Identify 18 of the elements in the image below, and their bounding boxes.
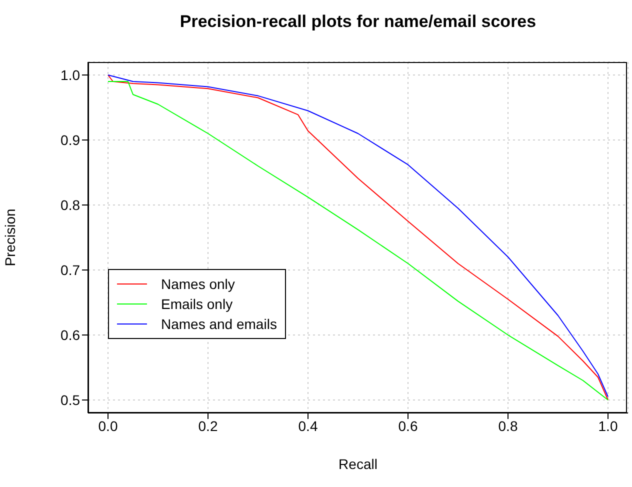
legend-label: Names and emails: [161, 315, 277, 334]
y-tick-label: 0.5: [60, 392, 80, 408]
x-tick-label: 1.0: [598, 418, 618, 434]
x-tick-label: 0.0: [98, 418, 118, 434]
y-tick-label: 0.8: [60, 196, 80, 213]
chart-title: Precision-recall plots for name/email scores: [178, 12, 538, 32]
x-tick-label: 0.2: [198, 418, 218, 434]
y-tick-label: 0.9: [60, 132, 80, 148]
x-tick-label: 0.6: [398, 418, 418, 434]
y-tick-label: 0.6: [60, 326, 80, 343]
x-tick-label: 0.8: [498, 418, 518, 434]
x-tick-label: 0.4: [298, 418, 318, 434]
x-axis-title: Recall: [338, 456, 378, 472]
y-tick-label: 1.0: [60, 66, 80, 83]
legend-label: Emails only: [161, 295, 233, 314]
y-axis-title: Precision: [2, 208, 18, 266]
y-tick-label: 0.7: [60, 262, 80, 278]
legend-label: Names only: [161, 275, 235, 294]
